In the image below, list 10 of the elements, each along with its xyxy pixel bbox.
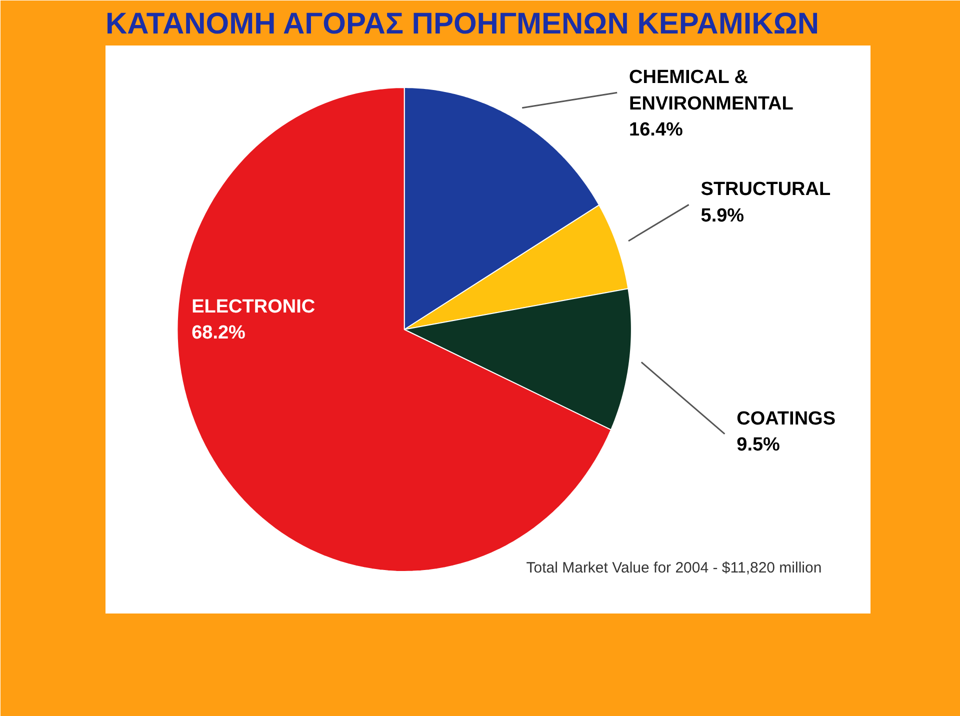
- slice-label: ELECTRONIC: [192, 296, 316, 318]
- slice-label: STRUCTURAL: [700, 179, 831, 200]
- data-label: 9.5%: [736, 434, 780, 456]
- text: Total Market Value for 2004 - $11,820 million: [526, 560, 822, 577]
- slice-label: CHEMICAL & ENVIRONMENTAL: [629, 67, 794, 114]
- slice-label: COATINGS: [736, 408, 836, 430]
- chart-title: ΚΑΤΑΝΟΜΗ ΑΓΟΡΑΣ ΠΡΟΗΓΜΕΝΩΝ ΚΕΡΑΜΙΚΩΝ: [106, 8, 820, 40]
- data-label: 68.2%: [192, 322, 246, 344]
- data-label: 16.4%: [629, 120, 684, 141]
- data-label: 5.9%: [700, 205, 744, 226]
